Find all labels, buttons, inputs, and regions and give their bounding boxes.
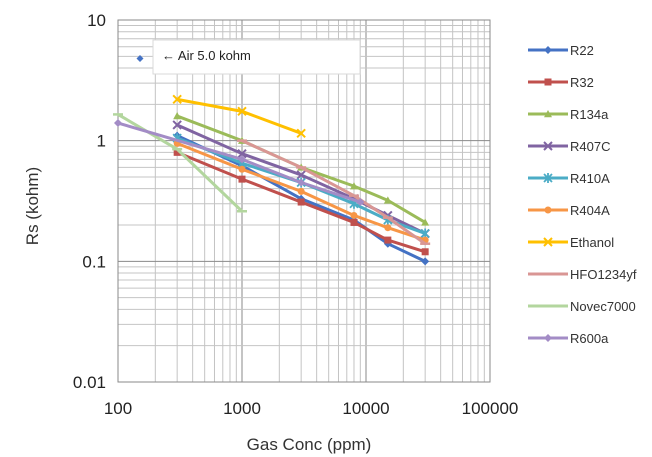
data-point-r600a [238,155,246,164]
series-ethanol [172,94,306,139]
data-point-r32 [173,148,181,156]
series-line-r407c [175,123,427,236]
data-point-r600a [114,119,122,128]
data-point-r32 [238,175,246,183]
legend-marker-r22 [544,46,552,54]
data-point-ethanol [172,94,182,105]
legend-item-r22: R22 [528,43,594,58]
annotation-box [152,39,361,75]
y-tick-label: 0.1 [82,252,106,271]
x-axis-title: Gas Conc (ppm) [247,435,372,454]
legend-label-r134a: R134a [570,107,609,122]
data-point-ethanol [237,106,247,117]
y-tick-label: 10 [87,11,106,30]
legend-marker-r134a [544,110,552,118]
legend-item-ethanol: Ethanol [528,235,614,250]
legend-item-novec7000: Novec7000 [528,299,636,314]
legend-item-r134a: R134a [528,107,609,122]
x-tick-label: 100 [104,399,132,418]
legend-item-hfo1234yf: HFO1234yf [528,267,637,282]
data-point-ethanol [296,128,306,139]
legend-marker-r32 [544,78,552,86]
series-line-r22 [175,134,427,263]
y-axis-title: Rs (kohm) [23,167,42,245]
data-point-r407c [172,120,182,130]
data-point-r407c [237,148,247,159]
legend-label-novec7000: Novec7000 [570,299,636,314]
y-tick-label: 0.01 [73,373,106,392]
series-layer [113,94,431,266]
legend-marker-r407c [543,141,553,151]
series-novec7000 [113,112,247,213]
data-point-r600a [297,178,306,187]
x-tick-label: 100000 [462,399,519,418]
legend-label-r22: R22 [570,43,594,58]
legend-marker-ethanol [543,237,553,247]
legend-item-r600a: R600a [528,331,609,346]
series-line-r32 [175,150,427,254]
data-point-r32 [350,218,358,226]
y-tick-label: 1 [97,132,106,151]
legend-item-r407c: R407C [528,139,610,154]
data-point-r32 [421,248,429,256]
legend-label-r32: R32 [570,75,594,90]
legend-label-r407c: R407C [570,139,610,154]
legend-marker-r404a [544,206,552,214]
legend-marker-r600a [544,334,552,342]
annotation-marker-icon [136,55,144,62]
data-point-r22 [421,257,430,266]
data-point-r404a [238,165,246,173]
legend-marker-r410a [543,173,553,183]
legend-label-hfo1234yf: HFO1234yf [570,267,637,282]
series-r600a [114,119,365,207]
legend-label-r410a: R410A [570,171,610,186]
data-point-r134a [173,112,182,120]
plot-area [117,19,491,383]
series-line-r600a [116,121,362,204]
data-point-r32 [297,198,305,206]
data-point-r404a [384,224,392,232]
x-tick-label: 1000 [223,399,261,418]
series-hfo1234yf [237,139,431,246]
series-line-r134a [175,114,427,224]
data-point-r134a [383,196,392,204]
series-line-r404a [175,141,427,242]
data-point-r404a [297,187,305,195]
annotation-text: ← Air 5.0 kohm [162,48,251,63]
legend-label-r404a: R404A [570,203,610,218]
series-r404a [173,139,429,244]
tick-labels: 100 1000 10000 100000 0.01 0.1 1 10 [73,11,518,418]
series-r32 [173,148,429,256]
legend-label-r600a: R600a [570,331,609,346]
x-tick-label: 10000 [342,399,389,418]
data-point-r134a [349,182,358,190]
data-point-r32 [384,236,392,244]
legend-item-r32: R32 [528,75,594,90]
data-point-r134a [421,218,430,226]
air-annotation: ← Air 5.0 kohm [136,39,361,75]
legend-item-r410a: R410A [528,171,610,186]
data-point-r404a [350,211,358,219]
legend-item-r404a: R404A [528,203,610,218]
data-point-r600a [356,198,365,207]
legend: R22 R32 R134a R407C R410A R404A Ethanol HFO1234… [528,43,637,346]
legend-label-ethanol: Ethanol [570,235,614,250]
data-point-r407c [296,170,306,180]
